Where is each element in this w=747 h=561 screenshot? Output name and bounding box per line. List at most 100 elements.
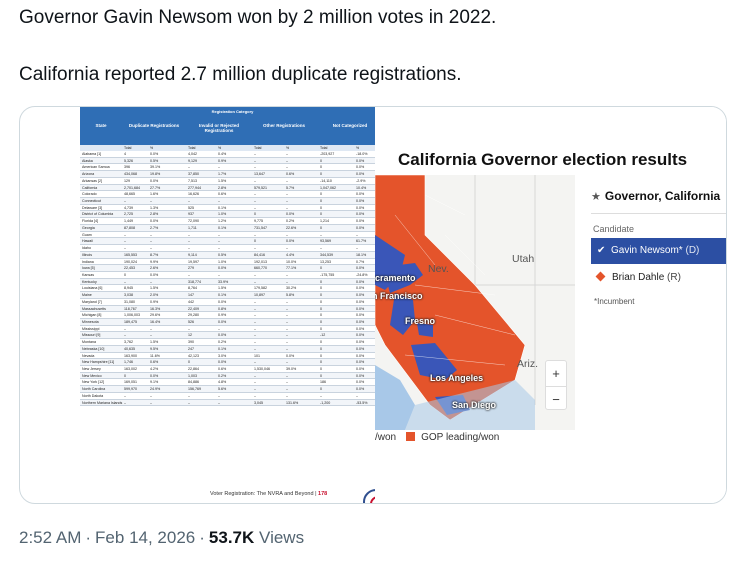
value-cell: 0.0% [356, 313, 365, 318]
value-cell: 0.0% [218, 360, 227, 365]
value-cell: – [286, 360, 288, 365]
zoom-in-button[interactable]: + [552, 366, 560, 381]
value-cell: 1.2% [218, 219, 227, 224]
value-cell: 0 [254, 239, 256, 244]
election-map-image[interactable]: California Governor election results [375, 107, 726, 503]
candidate-dahle[interactable]: Brian Dahle (R) [591, 265, 726, 291]
value-cell: 0.2% [218, 340, 227, 345]
value-cell: 156,769 [188, 387, 201, 392]
value-cell: 0.6% [286, 172, 295, 177]
footer-page: 178 [318, 491, 328, 497]
value-cell: – [218, 165, 220, 170]
value-cell: – [254, 205, 256, 210]
state-cell: Minnesota [82, 319, 99, 324]
value-cell: – [286, 380, 288, 385]
state-cell: Guam [82, 232, 92, 237]
table-row: Colorado 48,665 1.6% 16,626 0.6% – – 0 0.0% [80, 191, 385, 199]
value-cell: 84,416 [254, 252, 265, 257]
candidate-newsom[interactable]: ✔ Gavin Newsom* (D) [591, 238, 726, 264]
value-cell: 129 [124, 178, 130, 183]
value-cell: – [218, 326, 220, 331]
value-cell: 0 [320, 158, 322, 163]
zoom-out-button[interactable]: − [546, 386, 566, 411]
value-cell: – [188, 246, 190, 251]
value-cell: – [218, 393, 220, 398]
value-cell: 4,739 [124, 205, 133, 210]
candidate-newsom-party: (D) [685, 245, 700, 256]
state-cell: Michigan [8] [82, 313, 102, 318]
value-cell: 525 [188, 205, 194, 210]
map-area[interactable]: Nev. Utah Ariz. Sacramento San Francisco… [375, 175, 575, 430]
value-cell: 163,002 [124, 367, 137, 371]
value-cell: 2.7% [150, 225, 159, 230]
value-cell: 2.8% [150, 212, 159, 217]
value-cell: 163,900 [124, 353, 137, 358]
legend-dem-label: /won [375, 432, 397, 443]
value-cell: 0.0% [356, 266, 365, 271]
value-cell: 0.0% [356, 199, 365, 204]
value-cell: 179,582 [254, 286, 267, 291]
header-invalid: Invalid or Rejected Registrations [198, 123, 239, 133]
state-cell: Illinois [82, 252, 92, 257]
value-cell: 18.1% [356, 252, 367, 257]
value-cell: -203,927 [320, 152, 335, 156]
value-cell: 0 [320, 367, 322, 371]
value-cell: 1.3% [150, 205, 159, 210]
state-cell: Missouri [9] [82, 333, 101, 338]
value-cell: 5.6% [218, 387, 227, 392]
value-cell: 1,047,062 [320, 185, 336, 190]
value-cell: 0.7% [356, 259, 365, 264]
value-cell: 0.0% [150, 219, 159, 224]
city-sacramento: Sacramento [375, 273, 416, 283]
value-cell: 84,886 [188, 380, 199, 385]
state-cell: New Mexico [82, 373, 102, 378]
value-cell: 0.0% [150, 178, 159, 183]
state-cell: Maryland [7] [82, 299, 102, 304]
value-cell: – [188, 272, 190, 277]
table-row: Montana 3,762 1.5% 390 0.2% – – 0 0.0% [80, 339, 385, 346]
tweet-text-line-2: California reported 2.7 million duplicat… [19, 64, 462, 85]
table-row: Nebraska [10] 40,635 9.5% 247 0.1% – – 0 0.0% [80, 345, 385, 353]
value-cell: 0 [320, 387, 322, 392]
value-cell: 1.6% [150, 192, 159, 197]
value-cell: 13,253 [320, 259, 331, 264]
value-cell: 0.0% [356, 299, 365, 304]
value-cell: 0.9% [218, 313, 227, 318]
value-cell: 0.0% [356, 205, 365, 210]
table-row: Kentucky – – 318,774 33.9% – – 0 0.0% [80, 278, 385, 286]
value-cell: 9.5% [150, 346, 159, 351]
value-cell: 0 [320, 293, 322, 298]
value-cell: 7,513 [188, 178, 197, 183]
table-row: Georgia 87,808 2.7% 1,711 0.1% 731,547 22.6% 0 0… [80, 224, 385, 232]
value-cell: 40,635 [124, 346, 135, 351]
value-cell: 10.4% [356, 185, 367, 190]
value-cell: 9,114 [188, 252, 197, 257]
state-cell: Mississippi [82, 326, 100, 331]
value-cell: 1.0% [218, 212, 227, 217]
value-cell: 19,597 [188, 259, 199, 264]
value-cell: 189,475 [124, 319, 137, 324]
table-row: Alaska 5,326 0.5% 9,129 0.9% – – 0 0.0% [80, 157, 385, 165]
value-cell: 5.7% [286, 185, 295, 190]
value-cell: – [286, 205, 288, 210]
value-cell: 5.8% [286, 293, 295, 298]
value-cell: 30.2% [286, 286, 297, 291]
divider [591, 213, 726, 214]
value-cell: – [218, 272, 220, 277]
state-cell: Nebraska [10] [82, 346, 105, 351]
value-cell: 0.0% [356, 286, 365, 291]
value-cell: – [254, 313, 256, 318]
value-cell: 0.0% [356, 212, 365, 217]
value-cell: 0.4% [218, 152, 227, 156]
value-cell: 526 [188, 319, 194, 324]
value-cell: 0.0% [218, 299, 227, 304]
tweet-media[interactable]: Registration Category State Duplicate Re… [19, 106, 727, 504]
value-cell: – [188, 393, 190, 398]
tweet-date[interactable]: Feb 14, 2026 [95, 528, 196, 547]
value-cell: 8.7% [150, 252, 159, 257]
tweet-meta: 2:52 AM · Feb 14, 2026 · 53.7K Views [19, 528, 304, 548]
registration-table-image[interactable]: Registration Category State Duplicate Re… [50, 107, 390, 503]
value-cell: – [254, 299, 256, 304]
tweet-time[interactable]: 2:52 AM [19, 528, 82, 547]
header-other: Other Registrations [262, 123, 305, 128]
